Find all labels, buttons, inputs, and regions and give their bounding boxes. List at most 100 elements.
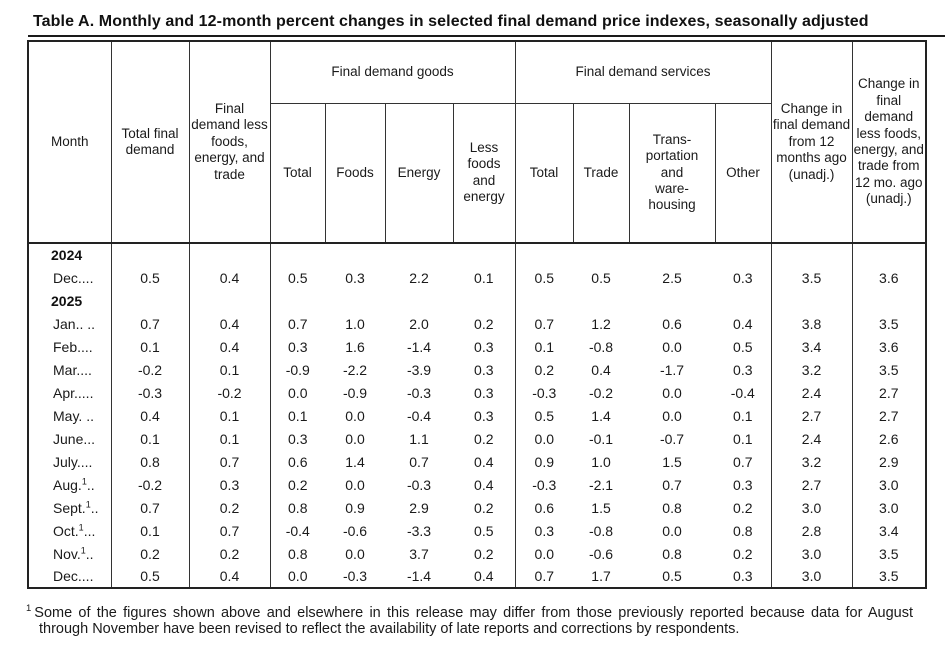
table-row-month: Sept.1.. 0.7 0.2 0.8 0.9 2.9 0.2 0.6 1.5 0.8 0.2 3.… — [28, 496, 927, 519]
value-cell: 0.7 — [188, 450, 270, 473]
value-cell: 0.3 — [474, 384, 494, 401]
value-cell: -2.1 — [588, 476, 614, 493]
value-cell: 0.1 — [514, 335, 574, 358]
value-cell: 1.0 — [591, 453, 611, 470]
value-cell — [514, 289, 574, 312]
table-row-month: May. .. 0.4 0.1 0.1 0.0 -0.4 0.3 0.5 1.4 0.0 0.1 2.… — [28, 404, 927, 427]
month-name: Apr — [53, 384, 75, 401]
value-cell: -0.3 — [406, 476, 432, 493]
value-cell: 1.4 — [345, 453, 365, 470]
value-cell: -0.2 — [110, 473, 189, 496]
leader-dots: .. — [85, 545, 94, 562]
value-cell: 0.6 — [269, 450, 325, 473]
value-cell: 0.2 — [733, 499, 753, 516]
month-name: May — [53, 407, 79, 424]
value-cell: 2.7 — [770, 473, 853, 496]
value-cell — [573, 289, 629, 312]
value-cell — [453, 289, 515, 312]
value-cell: -0.3 — [342, 568, 368, 584]
table-row-month: Nov.1.. 0.2 0.2 0.8 0.0 3.7 0.2 0.0 -0.6 0.8 0.2 3.… — [28, 542, 927, 565]
value-cell: -0.8 — [588, 522, 614, 539]
value-cell: 1.6 — [345, 338, 365, 355]
table-header: Month Total final demand Final demand le… — [27, 40, 927, 244]
table-row-month: Feb.... 0.1 0.4 0.3 1.6 -1.4 0.3 0.1 -0.8 0.0 0.5 3… — [28, 335, 927, 358]
leader-dots: .... — [76, 453, 93, 470]
value-cell — [851, 289, 927, 312]
value-cell: 0.5 — [733, 338, 753, 355]
value-cell: 0.3 — [733, 568, 753, 584]
value-cell: -1.4 — [406, 568, 432, 584]
value-cell — [385, 289, 453, 312]
value-cell: 0.7 — [514, 312, 574, 335]
header-services-trade: Trade — [572, 102, 630, 244]
value-cell: 0.3 — [474, 407, 494, 424]
value-cell: 0.0 — [514, 542, 574, 565]
header-change-12mo: Change in final demand from 12 months ag… — [770, 40, 853, 244]
value-cell: -0.9 — [342, 384, 368, 401]
value-cell: 3.5 — [851, 358, 927, 381]
value-cell: 0.2 — [474, 545, 494, 562]
value-cell — [385, 243, 453, 266]
table-row-month: Apr..... -0.3 -0.2 0.0 -0.9 -0.3 0.3 -0.3 -0.2 0.… — [28, 381, 927, 404]
header-goods-total: Total — [269, 102, 326, 244]
value-cell: 0.3 — [733, 361, 753, 378]
value-cell: 3.7 — [409, 545, 429, 562]
value-cell: 0.6 — [514, 496, 574, 519]
value-cell: 0.8 — [733, 522, 753, 539]
value-cell: 0.1 — [110, 427, 189, 450]
value-cell: 0.1 — [733, 430, 753, 447]
value-cell: 0.4 — [733, 315, 753, 332]
value-cell: 0.3 — [474, 361, 494, 378]
header-group-row: Month Total final demand Final demand le… — [27, 40, 927, 244]
table-row-year: 2024 — [28, 243, 927, 266]
value-cell: 0.5 — [514, 266, 574, 289]
value-cell: -0.6 — [588, 545, 614, 562]
table-row-month: June... 0.1 0.1 0.3 0.0 1.1 0.2 0.0 -0.1 -0.7 0.1 2… — [28, 427, 927, 450]
value-cell: 0.8 — [662, 499, 682, 516]
table-row-month: Dec.... 0.5 0.4 0.5 0.3 2.2 0.1 0.5 0.5 2.5 0.3 3.5… — [28, 266, 927, 289]
value-cell: 0.7 — [269, 312, 325, 335]
value-cell: 0.2 — [188, 496, 270, 519]
value-cell: 2.9 — [851, 450, 927, 473]
value-cell: 0.7 — [110, 496, 189, 519]
value-cell: 2.4 — [770, 427, 853, 450]
value-cell: -0.4 — [406, 407, 432, 424]
month-label: Apr..... — [28, 381, 111, 404]
value-cell — [715, 289, 771, 312]
value-cell: -0.1 — [588, 430, 614, 447]
leader-dots: .. — [90, 499, 99, 516]
value-cell: 2.5 — [662, 269, 682, 286]
value-cell — [629, 289, 715, 312]
footnote-marker: 1 — [26, 603, 32, 614]
month-label: July.... — [28, 450, 111, 473]
value-cell: 0.9 — [514, 450, 574, 473]
value-cell: 0.4 — [188, 565, 270, 588]
value-cell: 1.4 — [591, 407, 611, 424]
value-cell — [325, 243, 385, 266]
value-cell: 0.8 — [269, 542, 325, 565]
month-name: Sept. — [53, 499, 86, 516]
value-cell: 0.0 — [345, 545, 365, 562]
value-cell: 0.2 — [188, 542, 270, 565]
header-services-transportation: Trans- portation and ware- housing — [628, 102, 716, 244]
value-cell: 0.2 — [269, 473, 325, 496]
value-cell: -0.3 — [110, 381, 189, 404]
month-name: Dec — [53, 269, 78, 286]
month-label: Sept.1.. — [28, 496, 111, 519]
footnote-ref: 1 — [85, 498, 91, 509]
value-cell: 0.5 — [662, 568, 682, 584]
value-cell: 3.2 — [770, 450, 853, 473]
month-name: Feb — [53, 338, 78, 355]
table-title: Table A. Monthly and 12-month percent ch… — [28, 13, 945, 37]
value-cell: 0.3 — [345, 269, 365, 286]
value-cell — [188, 243, 270, 266]
value-cell: 0.2 — [474, 430, 494, 447]
month-label: May. .. — [28, 404, 111, 427]
value-cell: 0.3 — [733, 476, 753, 493]
value-cell: 3.0 — [770, 565, 853, 588]
value-cell: -0.7 — [659, 430, 685, 447]
value-cell: 0.2 — [514, 358, 574, 381]
value-cell: 0.4 — [474, 453, 494, 470]
value-cell: 0.1 — [733, 407, 753, 424]
